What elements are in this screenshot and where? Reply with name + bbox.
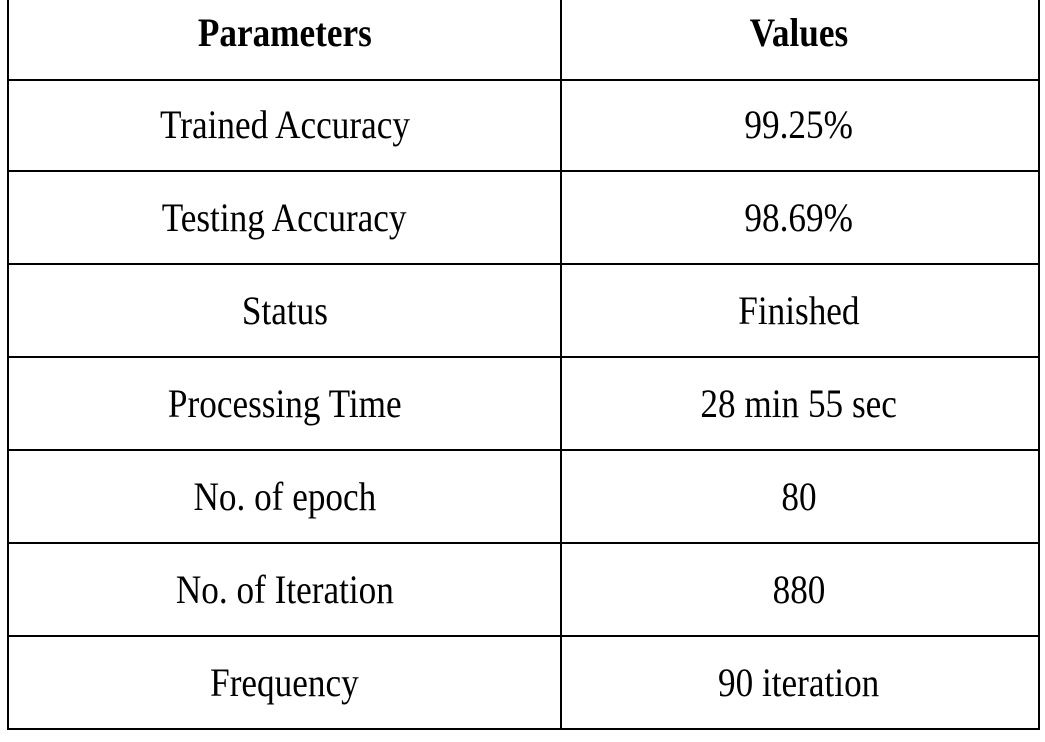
table-cell: 80 [560,451,1040,544]
cell-text: 80 [781,474,817,519]
cell-text: 99.25% [744,102,854,147]
header-cell: Values [560,0,1040,81]
cell-text: Testing Accuracy [162,195,407,240]
cell-text: Trained Accuracy [159,102,410,147]
cell-text: Frequency [210,660,359,705]
cell-text: 98.69% [744,195,854,240]
table-cell: Testing Accuracy [7,172,562,265]
cell-text: 880 [772,567,826,612]
table-cell: Processing Time [7,358,562,451]
cell-text: Values [749,10,849,55]
cell-text: 28 min 55 sec [700,381,898,426]
table-cell: 98.69% [560,172,1040,265]
cell-text: Parameters [197,10,372,55]
cell-text: Processing Time [167,381,402,426]
table-cell: Trained Accuracy [7,79,562,172]
table-cell: 880 [560,544,1040,637]
table-cell: 90 iteration [560,637,1040,730]
cell-text: Finished [738,288,860,333]
cell-text: Status [241,288,328,333]
table-cell: No. of epoch [7,451,562,544]
table-cell: Status [7,265,562,358]
header-cell: Parameters [7,0,562,81]
cell-text: No. of Iteration [175,567,394,612]
table-cell: Frequency [7,637,562,730]
table-cell: 99.25% [560,79,1040,172]
cell-text: No. of epoch [193,474,376,519]
table-cell: No. of Iteration [7,544,562,637]
table-cell: 28 min 55 sec [560,358,1040,451]
cell-text: 90 iteration [718,660,880,705]
table-cell: Finished [560,265,1040,358]
